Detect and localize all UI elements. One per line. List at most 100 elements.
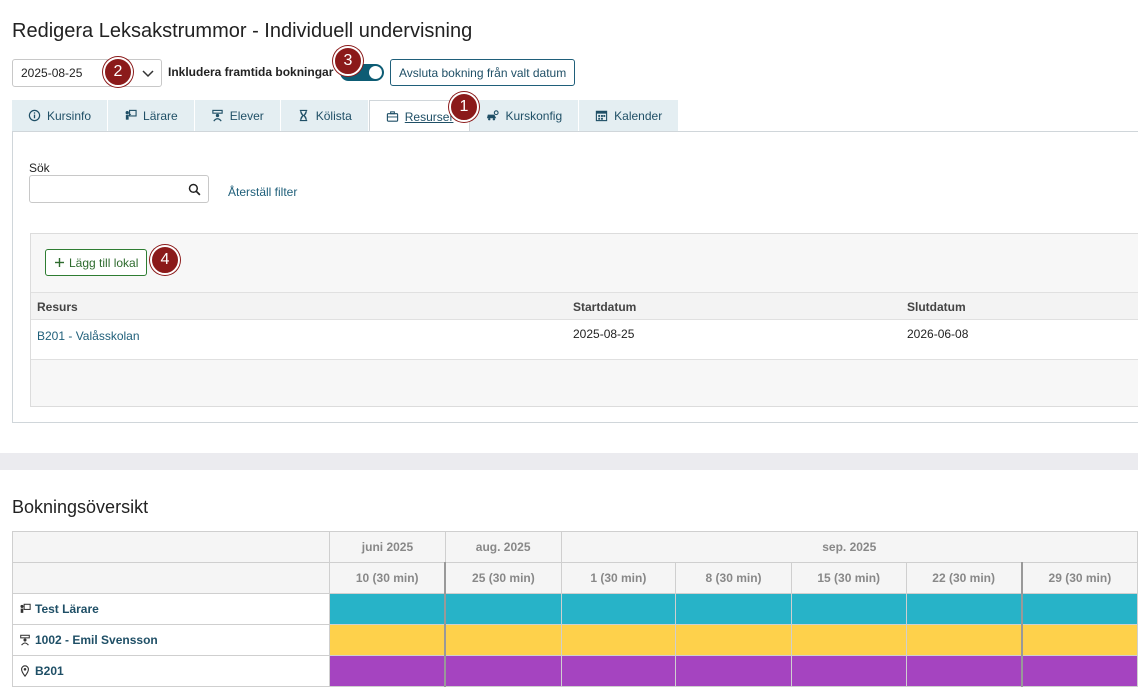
- table-header: Resurs Startdatum Slutdatum: [31, 292, 1138, 320]
- booking-cell[interactable]: [675, 593, 792, 625]
- row-label-text: B201: [35, 664, 64, 678]
- booking-cell[interactable]: [444, 593, 562, 625]
- end-booking-button[interactable]: Avsluta bokning från valt datum: [390, 59, 576, 86]
- tab-label: Kurskonfig: [505, 108, 563, 123]
- car-gear-icon: [487, 110, 500, 121]
- booking-row-room: B201: [11, 655, 1138, 687]
- day-header: 10 (30 min): [329, 562, 446, 594]
- teacher-icon: [20, 603, 31, 613]
- day-header: 15 (30 min): [790, 562, 907, 594]
- chevron-down-icon: [142, 70, 154, 78]
- booking-cell[interactable]: [329, 624, 446, 656]
- booking-overview-grid: juni 2025 aug. 2025 sep. 2025 10 (30 min…: [11, 531, 1138, 687]
- column-header-resource: Resurs: [37, 300, 78, 314]
- booking-cell[interactable]: [560, 593, 677, 625]
- booking-cell[interactable]: [790, 624, 907, 656]
- tab-label: Kalender: [614, 108, 663, 123]
- page-title: Redigera Leksakstrummor - Individuell un…: [12, 20, 473, 42]
- search-box[interactable]: [29, 175, 209, 203]
- booking-cell[interactable]: [790, 655, 907, 687]
- toggle-knob: [369, 66, 382, 79]
- booking-cell[interactable]: [560, 624, 677, 656]
- booking-overview-title: Bokningsöversikt: [12, 497, 149, 517]
- step-badge-1: 1: [449, 92, 479, 122]
- resources-table: Resurs Startdatum Slutdatum B201 - Valås…: [31, 292, 1138, 360]
- section-divider: [0, 453, 1138, 470]
- booking-cell[interactable]: [329, 655, 446, 687]
- info-icon: [28, 109, 41, 122]
- step-badge-4: 4: [150, 245, 180, 275]
- add-room-button[interactable]: Lägg till lokal: [45, 249, 148, 276]
- month-header-sep: sep. 2025: [560, 531, 1138, 563]
- tab-kurskonfig[interactable]: Kurskonfig: [470, 100, 580, 131]
- student-icon: [20, 634, 30, 646]
- resource-link[interactable]: B201 - Valåsskolan: [37, 329, 140, 343]
- booking-cell[interactable]: [675, 655, 792, 687]
- booking-row-teacher: Test Lärare: [11, 593, 1138, 625]
- day-header: 29 (30 min): [1020, 562, 1138, 594]
- tab-kursinfo[interactable]: Kursinfo: [12, 100, 109, 131]
- booking-cell[interactable]: [905, 655, 1023, 687]
- column-header-end: Slutdatum: [907, 300, 966, 314]
- location-pin-icon: [21, 665, 29, 678]
- booking-cell[interactable]: [905, 593, 1023, 625]
- tab-kolista[interactable]: Kölista: [280, 100, 369, 131]
- tab-bar: Kursinfo Lärare Elever Kölista Resurser …: [12, 100, 680, 132]
- tab-label: Kursinfo: [47, 108, 92, 123]
- booking-cell[interactable]: [444, 655, 562, 687]
- month-header-jun: juni 2025: [329, 531, 446, 563]
- date-select[interactable]: 2025-08-25: [12, 59, 162, 87]
- tab-label: Elever: [229, 108, 264, 123]
- step-badge-2: 2: [103, 57, 133, 87]
- tab-larare[interactable]: Lärare: [108, 100, 195, 131]
- tab-kalender[interactable]: Kalender: [579, 100, 680, 131]
- include-future-label: Inkludera framtida bokningar: [168, 65, 334, 79]
- booking-row-student: 1002 - Emil Svensson: [11, 624, 1138, 656]
- column-header-start: Startdatum: [573, 300, 637, 314]
- tab-label: Kölista: [315, 108, 352, 123]
- day-header: 25 (30 min): [444, 562, 562, 594]
- booking-cell[interactable]: [444, 624, 562, 656]
- booking-cell[interactable]: [560, 655, 677, 687]
- tab-label: Resurser: [404, 109, 454, 124]
- briefcase-icon: [386, 111, 398, 122]
- row-label-text: Test Lärare: [35, 602, 99, 616]
- plus-icon: [55, 258, 64, 267]
- booking-row-label[interactable]: Test Lärare: [11, 593, 331, 625]
- reset-filter-link[interactable]: Återställ filter: [228, 185, 298, 199]
- day-header: 22 (30 min): [905, 562, 1023, 594]
- booking-cell[interactable]: [329, 593, 446, 625]
- search-input[interactable]: [30, 176, 180, 202]
- calendar-icon: [595, 110, 608, 122]
- booking-cell[interactable]: [1020, 655, 1138, 687]
- search-label: Sök: [29, 161, 50, 175]
- booking-cell[interactable]: [1020, 624, 1138, 656]
- student-icon: [212, 109, 223, 122]
- booking-row-label[interactable]: 1002 - Emil Svensson: [11, 624, 331, 656]
- add-room-label: Lägg till lokal: [69, 255, 139, 270]
- hourglass-icon: [299, 109, 307, 122]
- booking-row-label[interactable]: B201: [11, 655, 331, 687]
- tab-label: Lärare: [143, 108, 178, 123]
- day-header: 1 (30 min): [560, 562, 677, 594]
- booking-cell[interactable]: [905, 624, 1023, 656]
- tab-elever[interactable]: Elever: [194, 100, 281, 131]
- table-row: B201 - Valåsskolan 2025-08-25 2026-06-08: [31, 320, 1138, 360]
- grid-corner-2: [11, 562, 331, 594]
- booking-cell[interactable]: [675, 624, 792, 656]
- booking-cell[interactable]: [1020, 593, 1138, 625]
- booking-cell[interactable]: [790, 593, 907, 625]
- date-value: 2025-08-25: [21, 66, 83, 80]
- resources-panel: Sök Återställ filter Lägg till lokal Res…: [12, 131, 1138, 423]
- resources-list-container: Lägg till lokal Resurs Startdatum Slutda…: [30, 233, 1138, 407]
- day-header: 8 (30 min): [675, 562, 792, 594]
- step-badge-3: 3: [333, 46, 363, 76]
- grid-corner: [11, 531, 331, 563]
- end-date-cell: 2026-06-08: [907, 327, 969, 341]
- row-label-text: 1002 - Emil Svensson: [35, 633, 158, 647]
- search-icon[interactable]: [188, 183, 201, 196]
- teacher-icon: [125, 109, 137, 120]
- tab-resurser[interactable]: Resurser: [368, 100, 471, 132]
- start-date-cell: 2025-08-25: [573, 327, 635, 341]
- month-header-aug: aug. 2025: [444, 531, 562, 563]
